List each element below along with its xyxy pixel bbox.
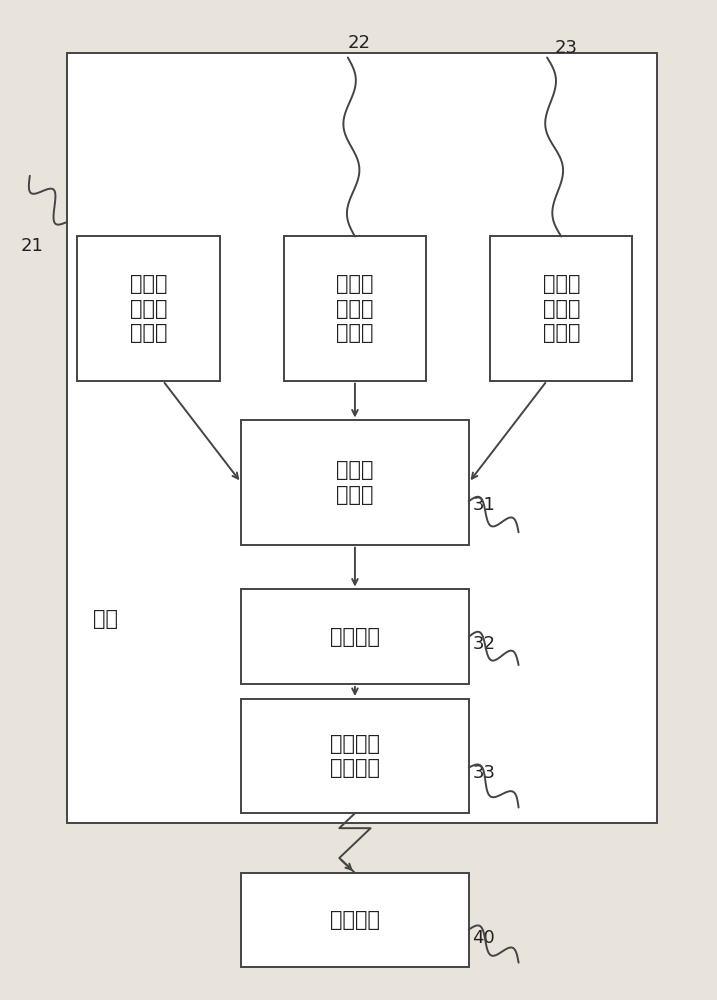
Text: 22: 22 <box>348 34 371 52</box>
Text: 触摸感
应芯片: 触摸感 应芯片 <box>336 460 374 505</box>
Bar <box>284 236 426 381</box>
Text: 21: 21 <box>21 237 44 255</box>
Text: 31: 31 <box>473 496 495 514</box>
Bar <box>241 420 469 545</box>
Text: 主控芯片: 主控芯片 <box>330 627 380 647</box>
Text: 戒指: 戒指 <box>93 609 118 629</box>
Text: 32: 32 <box>473 635 495 653</box>
Text: 23: 23 <box>554 39 577 57</box>
Bar <box>77 236 220 381</box>
Bar <box>67 52 657 823</box>
Text: 被控设备: 被控设备 <box>330 910 380 930</box>
Text: 第三电
容式触
摸按面: 第三电 容式触 摸按面 <box>543 274 580 343</box>
Text: 无线数据
传输模块: 无线数据 传输模块 <box>330 734 380 778</box>
Bar <box>490 236 632 381</box>
Text: 第一电
容式触
摸按面: 第一电 容式触 摸按面 <box>130 274 167 343</box>
Bar <box>241 699 469 813</box>
Text: 33: 33 <box>473 764 495 782</box>
Bar <box>241 589 469 684</box>
Bar <box>241 873 469 967</box>
Text: 40: 40 <box>473 929 495 947</box>
Text: 第二电
容式触
摸按面: 第二电 容式触 摸按面 <box>336 274 374 343</box>
